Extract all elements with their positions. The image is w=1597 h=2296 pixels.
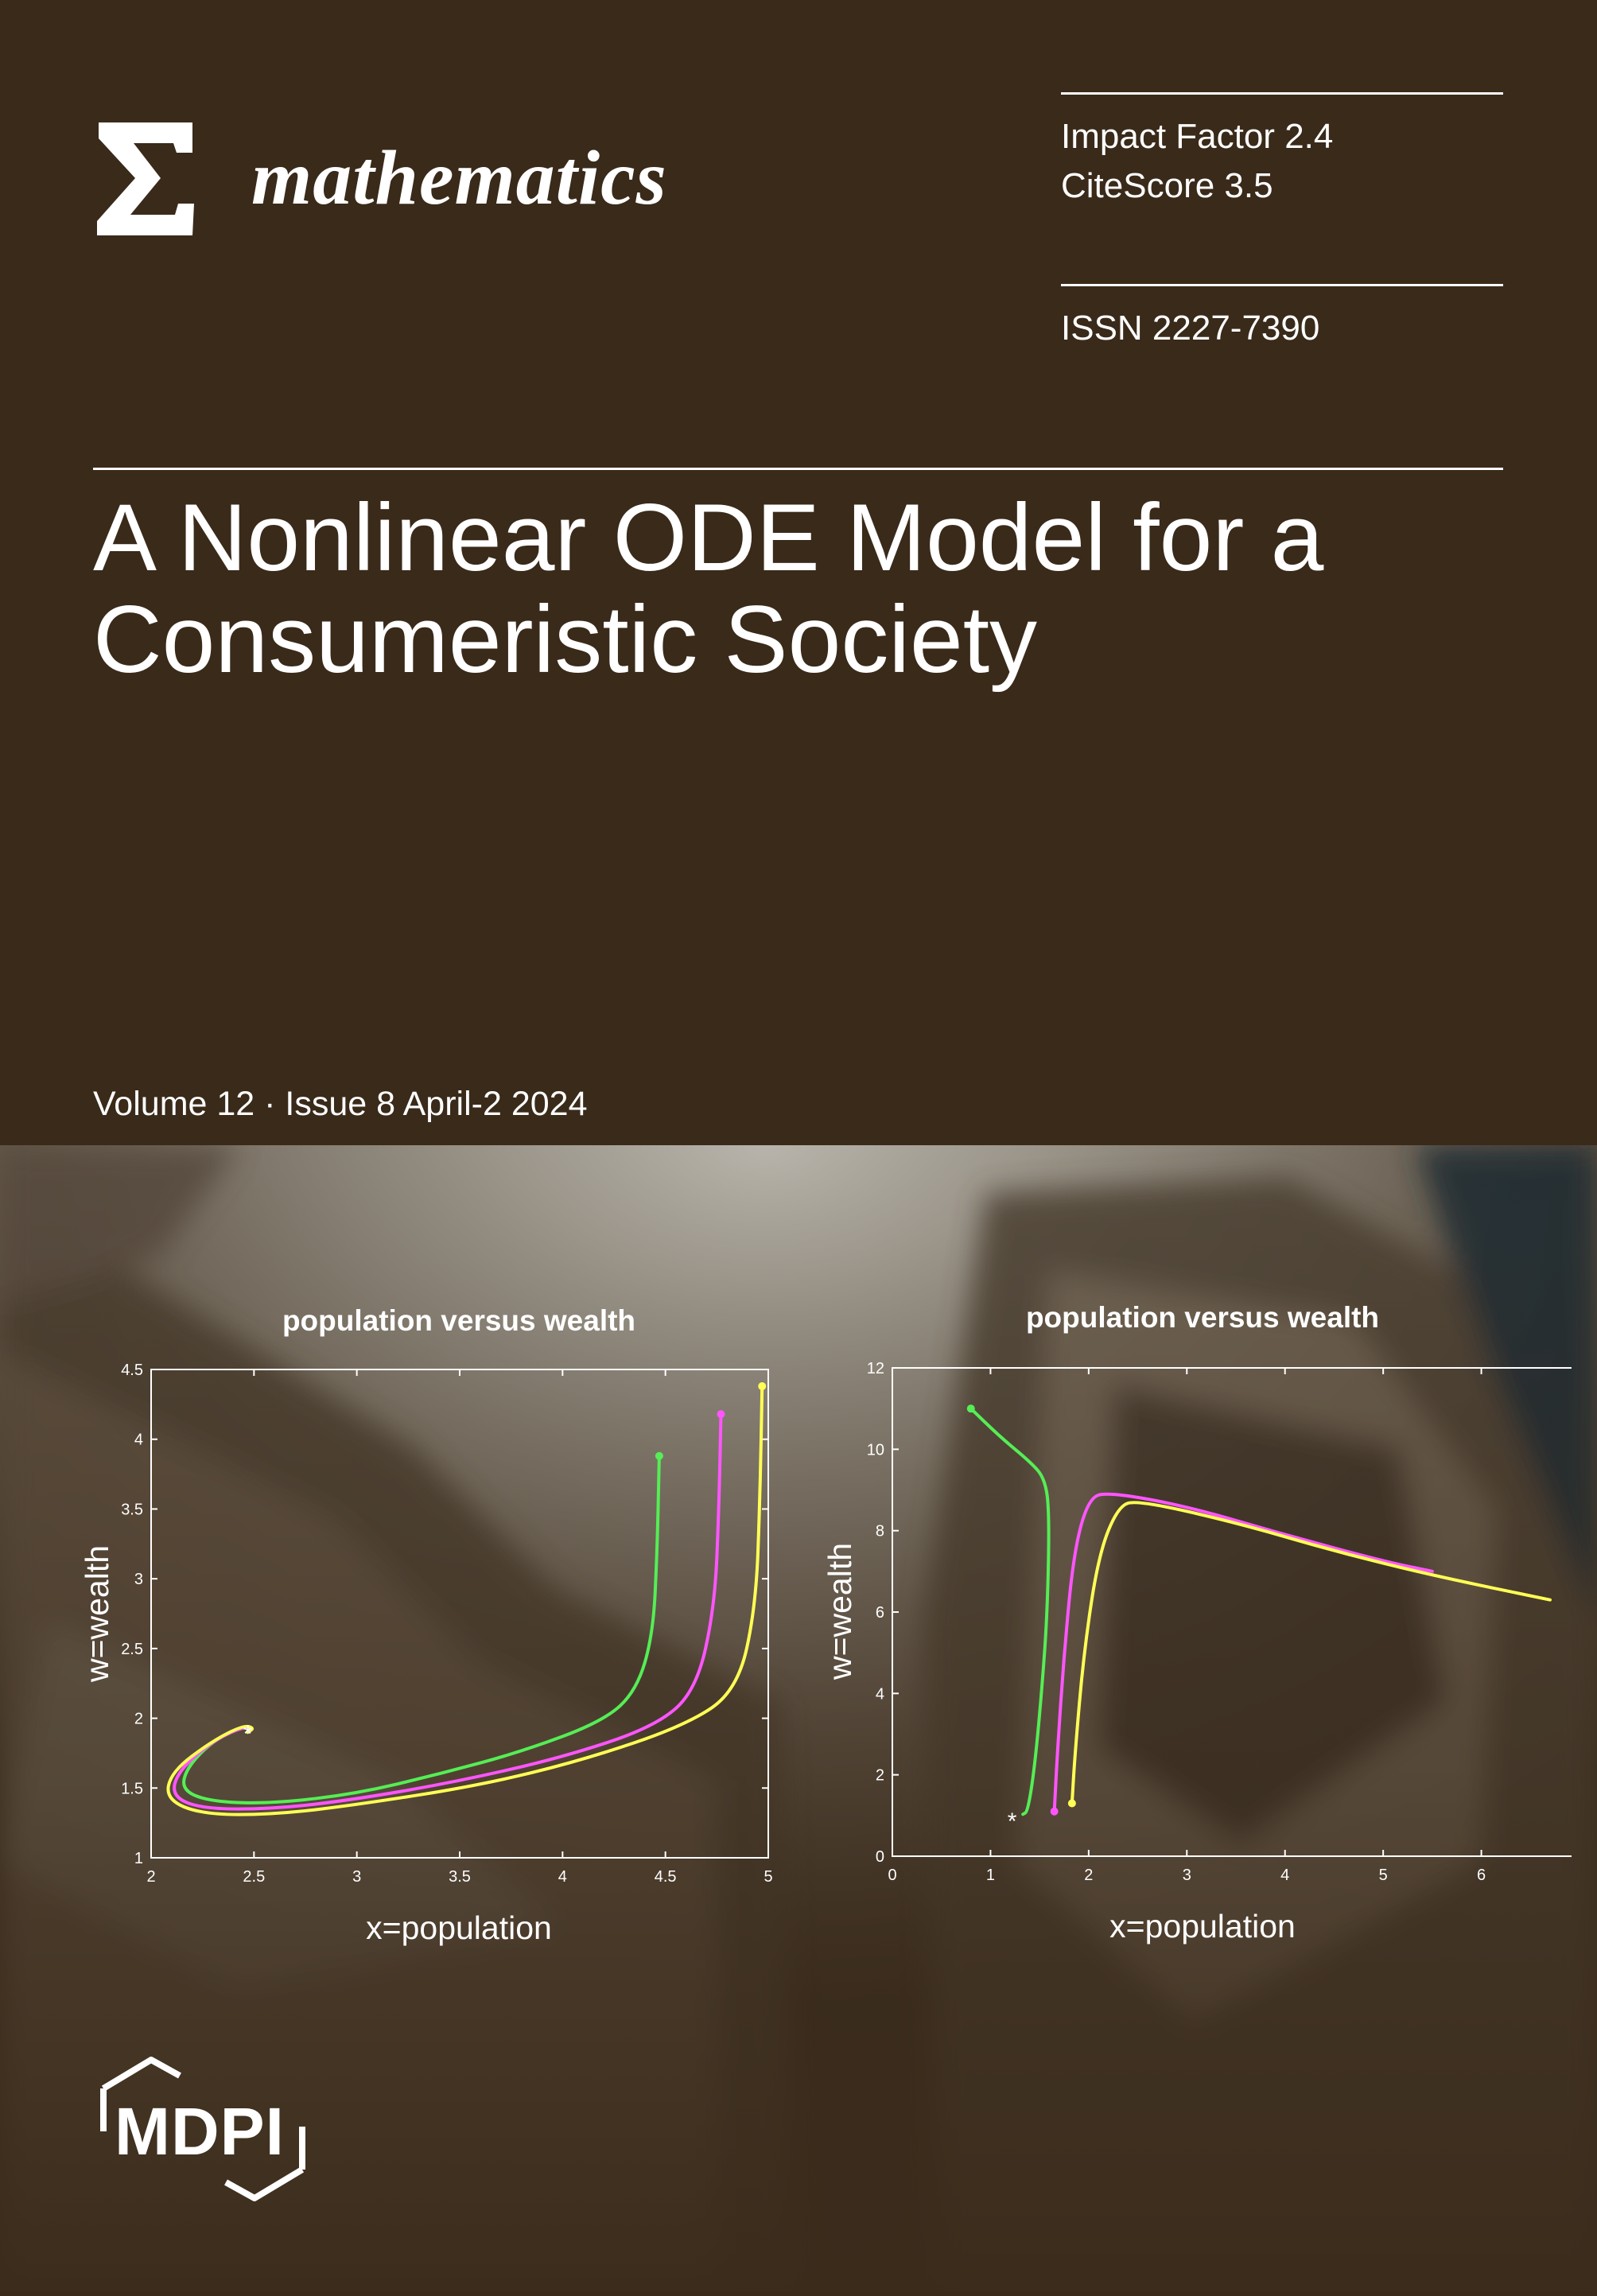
series-start-point-0 — [966, 1404, 975, 1413]
y-tick-label: 3 — [134, 1571, 143, 1588]
y-axis-label: w=wealth — [79, 1545, 115, 1683]
series-line-2 — [1070, 1501, 1552, 1805]
publisher-name: MDPI — [115, 2094, 285, 2169]
series-line-0 — [182, 1454, 661, 1805]
x-tick-label: 3 — [1183, 1867, 1191, 1884]
x-axis-label: x=population — [366, 1909, 552, 1946]
x-tick-label: 0 — [888, 1867, 896, 1884]
phase-plot-right: population versus wealth 012345670246810… — [822, 1285, 1584, 1953]
y-tick-label: 6 — [876, 1604, 884, 1622]
citescore: CiteScore 3.5 — [1061, 166, 1273, 205]
cover-image — [0, 1145, 1597, 2292]
issn: ISSN 2227-7390 — [1061, 309, 1320, 348]
y-tick-label: 2.5 — [121, 1641, 143, 1658]
issue-info: Volume 12 · Issue 8 April-2 2024 — [93, 1085, 588, 1123]
y-tick-label: 12 — [867, 1360, 884, 1377]
y-tick-label: 4.5 — [121, 1362, 143, 1379]
chart-title: population versus wealth — [1026, 1301, 1379, 1334]
equilibrium-marker: * — [1008, 1808, 1017, 1835]
x-tick-label: 3 — [352, 1868, 361, 1886]
mdpi-hexagon-logo-icon — [87, 2055, 318, 2203]
series-line-1 — [173, 1412, 723, 1811]
sigma-icon — [94, 119, 196, 239]
x-tick-label: 5 — [764, 1868, 772, 1886]
plot-frame — [150, 1369, 769, 1859]
plot-frame — [892, 1367, 1580, 1857]
journal-name: mathematics — [251, 135, 667, 221]
equilibrium-marker: * — [243, 1721, 253, 1747]
series-start-point-2 — [758, 1382, 767, 1391]
x-tick-label: 2.5 — [243, 1868, 265, 1886]
y-tick-label: 8 — [876, 1523, 884, 1540]
series-line-0 — [969, 1407, 1051, 1816]
series-start-point-1 — [717, 1410, 725, 1419]
series-start-point-0 — [655, 1451, 663, 1460]
x-tick-label: 4 — [558, 1868, 567, 1886]
x-tick-label: 1 — [986, 1867, 995, 1884]
y-tick-label: 4 — [134, 1432, 143, 1449]
impact-factor: Impact Factor 2.4 — [1061, 117, 1334, 156]
y-tick-label: 2 — [876, 1767, 884, 1785]
x-tick-label: 4 — [1280, 1867, 1289, 1884]
metrics-middle-divider — [1061, 284, 1503, 286]
phase-plot-left-svg: population versus wealth 2 2.5 3 3.5 4 4.5 5 1 1… — [79, 1304, 773, 1946]
chart-title: population versus wealth — [282, 1304, 635, 1337]
article-title: A Nonlinear ODE Model for a Consumeristi… — [93, 484, 1324, 693]
y-axis-label: w=wealth — [824, 1543, 858, 1680]
y-tick-label: 10 — [867, 1441, 884, 1459]
phase-plot-right-svg: population versus wealth 012345670246810… — [822, 1301, 1584, 1944]
x-axis-label: x=population — [1109, 1908, 1296, 1944]
metrics-top-divider — [1061, 92, 1503, 95]
series-line-1 — [1052, 1492, 1434, 1813]
y-tick-label: 0 — [876, 1848, 884, 1866]
y-tick-label: 1 — [134, 1850, 143, 1867]
x-tick-label: 2 — [1084, 1867, 1093, 1884]
x-tick-label: 5 — [1379, 1867, 1388, 1884]
series-start-point-2 — [1067, 1799, 1076, 1808]
series-start-point-1 — [1050, 1807, 1059, 1816]
x-tick-label: 3.5 — [449, 1868, 471, 1886]
series-line-2 — [166, 1385, 764, 1816]
x-tick-label: 2 — [146, 1868, 155, 1886]
y-tick-label: 3.5 — [121, 1501, 143, 1518]
x-tick-label: 6 — [1477, 1867, 1486, 1884]
y-tick-label: 1.5 — [121, 1780, 143, 1797]
x-tick-label: 4.5 — [655, 1868, 677, 1886]
title-divider — [93, 468, 1503, 470]
y-tick-label: 2 — [134, 1711, 143, 1728]
y-tick-label: 4 — [876, 1685, 884, 1703]
phase-plot-left: population versus wealth 2 2.5 3 3.5 4 4.5 5 1 1… — [64, 1288, 811, 1956]
